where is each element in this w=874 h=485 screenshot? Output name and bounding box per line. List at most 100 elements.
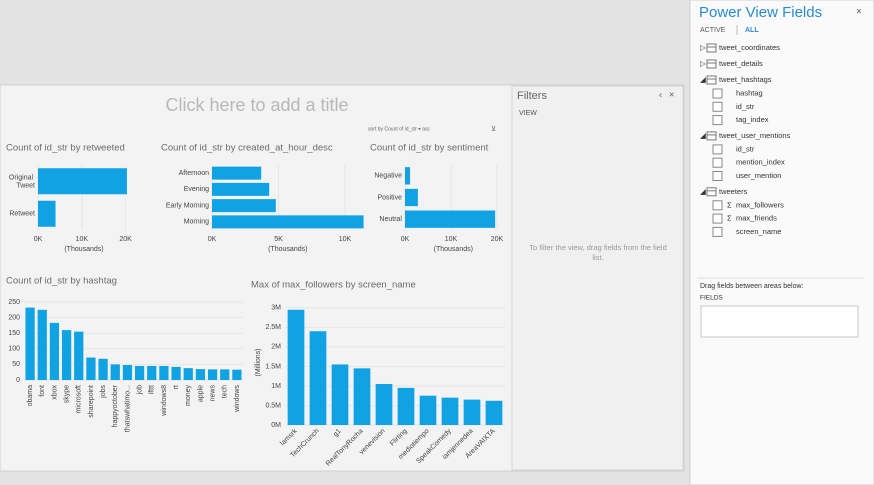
bar[interactable] [212, 166, 262, 180]
sort-label[interactable]: sort by Count of id_str ▾ asc [368, 126, 430, 132]
bar[interactable] [38, 168, 127, 195]
bar[interactable] [485, 400, 503, 425]
bar[interactable] [25, 307, 35, 380]
x-tick-label: microsoft [76, 385, 83, 413]
x-tick-label: windows [234, 385, 241, 413]
bar[interactable] [159, 365, 169, 380]
field-name[interactable]: max_friends [736, 214, 777, 223]
area-label: FIELDS [700, 295, 723, 302]
bar[interactable] [147, 365, 157, 380]
expand-arrow[interactable]: ▷ [700, 59, 707, 68]
close-icon[interactable]: × [669, 89, 674, 99]
field-name[interactable]: id_str [736, 144, 755, 153]
table-name[interactable]: tweet_coordinates [719, 43, 780, 52]
x-tick-label: sharepoint [88, 385, 95, 418]
field-checkbox[interactable] [712, 171, 723, 181]
bar[interactable] [463, 399, 481, 425]
expand-arrow[interactable]: ◢ [700, 187, 707, 196]
bar[interactable] [122, 365, 133, 380]
fields-drop-area[interactable] [700, 305, 859, 338]
bar[interactable] [232, 369, 242, 380]
field-name[interactable]: mention_index [736, 158, 785, 167]
close-icon[interactable]: × [856, 7, 862, 18]
chart-title[interactable]: Count of id_str by created_at_hour_desc [161, 143, 333, 154]
field-name[interactable]: screen_name [736, 227, 781, 236]
field-checkbox[interactable] [712, 200, 723, 211]
y-tick-label: Evening [184, 186, 209, 193]
field-name[interactable]: id_str [736, 102, 755, 111]
bar[interactable] [134, 365, 145, 380]
field-name[interactable]: tag_index [736, 115, 769, 124]
field-checkbox[interactable] [712, 88, 723, 99]
table-name[interactable]: tweet_details [719, 59, 763, 68]
expand-arrow[interactable]: ◢ [700, 75, 707, 84]
x-axis-title: (Thousands) [64, 246, 103, 253]
collapse-icon[interactable]: ‹ [659, 89, 662, 99]
bar[interactable] [49, 322, 60, 380]
bar[interactable] [61, 330, 72, 380]
tab[interactable]: ACTIVE [700, 27, 726, 34]
bar[interactable] [405, 167, 411, 185]
bar[interactable] [375, 383, 393, 425]
table-name[interactable]: tweet_hashtags [719, 75, 772, 84]
bar[interactable] [74, 331, 84, 380]
bar[interactable] [212, 182, 270, 196]
field-name[interactable]: user_mention [736, 171, 781, 180]
y-tick-label: 0.5M [265, 402, 281, 409]
bar[interactable] [37, 309, 47, 380]
y-tick-label: 0M [271, 422, 281, 429]
bar[interactable] [287, 309, 305, 425]
chart-title[interactable]: Count of id_str by sentiment [370, 143, 489, 154]
filters-hint: To filter the view, drag fields from the… [529, 243, 667, 262]
chart-title[interactable]: Max of max_followers by screen_name [251, 280, 416, 291]
bar[interactable] [110, 364, 120, 380]
field-checkbox[interactable] [712, 157, 723, 168]
bar[interactable] [397, 387, 415, 425]
x-tick-label: xbox [51, 385, 58, 400]
bar[interactable] [212, 199, 276, 213]
field-name[interactable]: max_followers [736, 200, 784, 209]
bar[interactable] [195, 369, 206, 380]
y-tick-label: Afternoon [179, 170, 209, 177]
table-name[interactable]: tweeters [719, 187, 748, 196]
bar[interactable] [171, 366, 181, 380]
bar[interactable] [353, 368, 371, 425]
canvas-title[interactable]: Click here to add a title [165, 95, 348, 115]
y-tick-label: 1.5M [265, 363, 281, 370]
bar[interactable] [212, 215, 364, 229]
bar[interactable] [207, 369, 218, 380]
table-name[interactable]: tweet_user_mentions [719, 131, 791, 140]
x-axis-title: (Thousands) [268, 246, 307, 253]
bar[interactable] [441, 397, 459, 425]
expand-arrow[interactable]: ▷ [700, 43, 707, 52]
expand-arrow[interactable]: ◢ [700, 131, 707, 140]
chart-title[interactable]: Count of id_str by hashtag [6, 276, 117, 287]
chart-title[interactable]: Count of id_str by retweeted [6, 143, 125, 154]
bar[interactable] [419, 395, 437, 425]
field-checkbox[interactable] [712, 101, 723, 112]
bar[interactable] [405, 210, 496, 228]
field-name[interactable]: hashtag [736, 88, 763, 97]
field-checkbox[interactable] [712, 144, 723, 155]
x-tick-label: windows8 [161, 385, 168, 417]
bar[interactable] [98, 358, 108, 380]
tab[interactable]: ALL [745, 27, 759, 34]
y-tick-label: 150 [8, 330, 20, 337]
bar[interactable] [38, 200, 56, 227]
bar[interactable] [86, 357, 96, 380]
field-checkbox[interactable] [712, 226, 723, 237]
x-tick-label: 20K [491, 236, 504, 243]
filters-section: VIEW [519, 110, 537, 117]
x-tick-label: 10K [339, 236, 352, 243]
bar[interactable] [220, 369, 230, 380]
filter-icon[interactable]: ⊻ [491, 125, 496, 133]
bar[interactable] [331, 364, 349, 425]
x-tick-label: thatswhatimo... [124, 385, 131, 432]
field-checkbox[interactable] [712, 213, 723, 224]
field-checkbox[interactable] [712, 115, 723, 126]
bar[interactable] [183, 368, 193, 380]
x-tick-label: rt [173, 385, 180, 389]
bar[interactable] [309, 331, 327, 425]
bar[interactable] [405, 188, 418, 207]
